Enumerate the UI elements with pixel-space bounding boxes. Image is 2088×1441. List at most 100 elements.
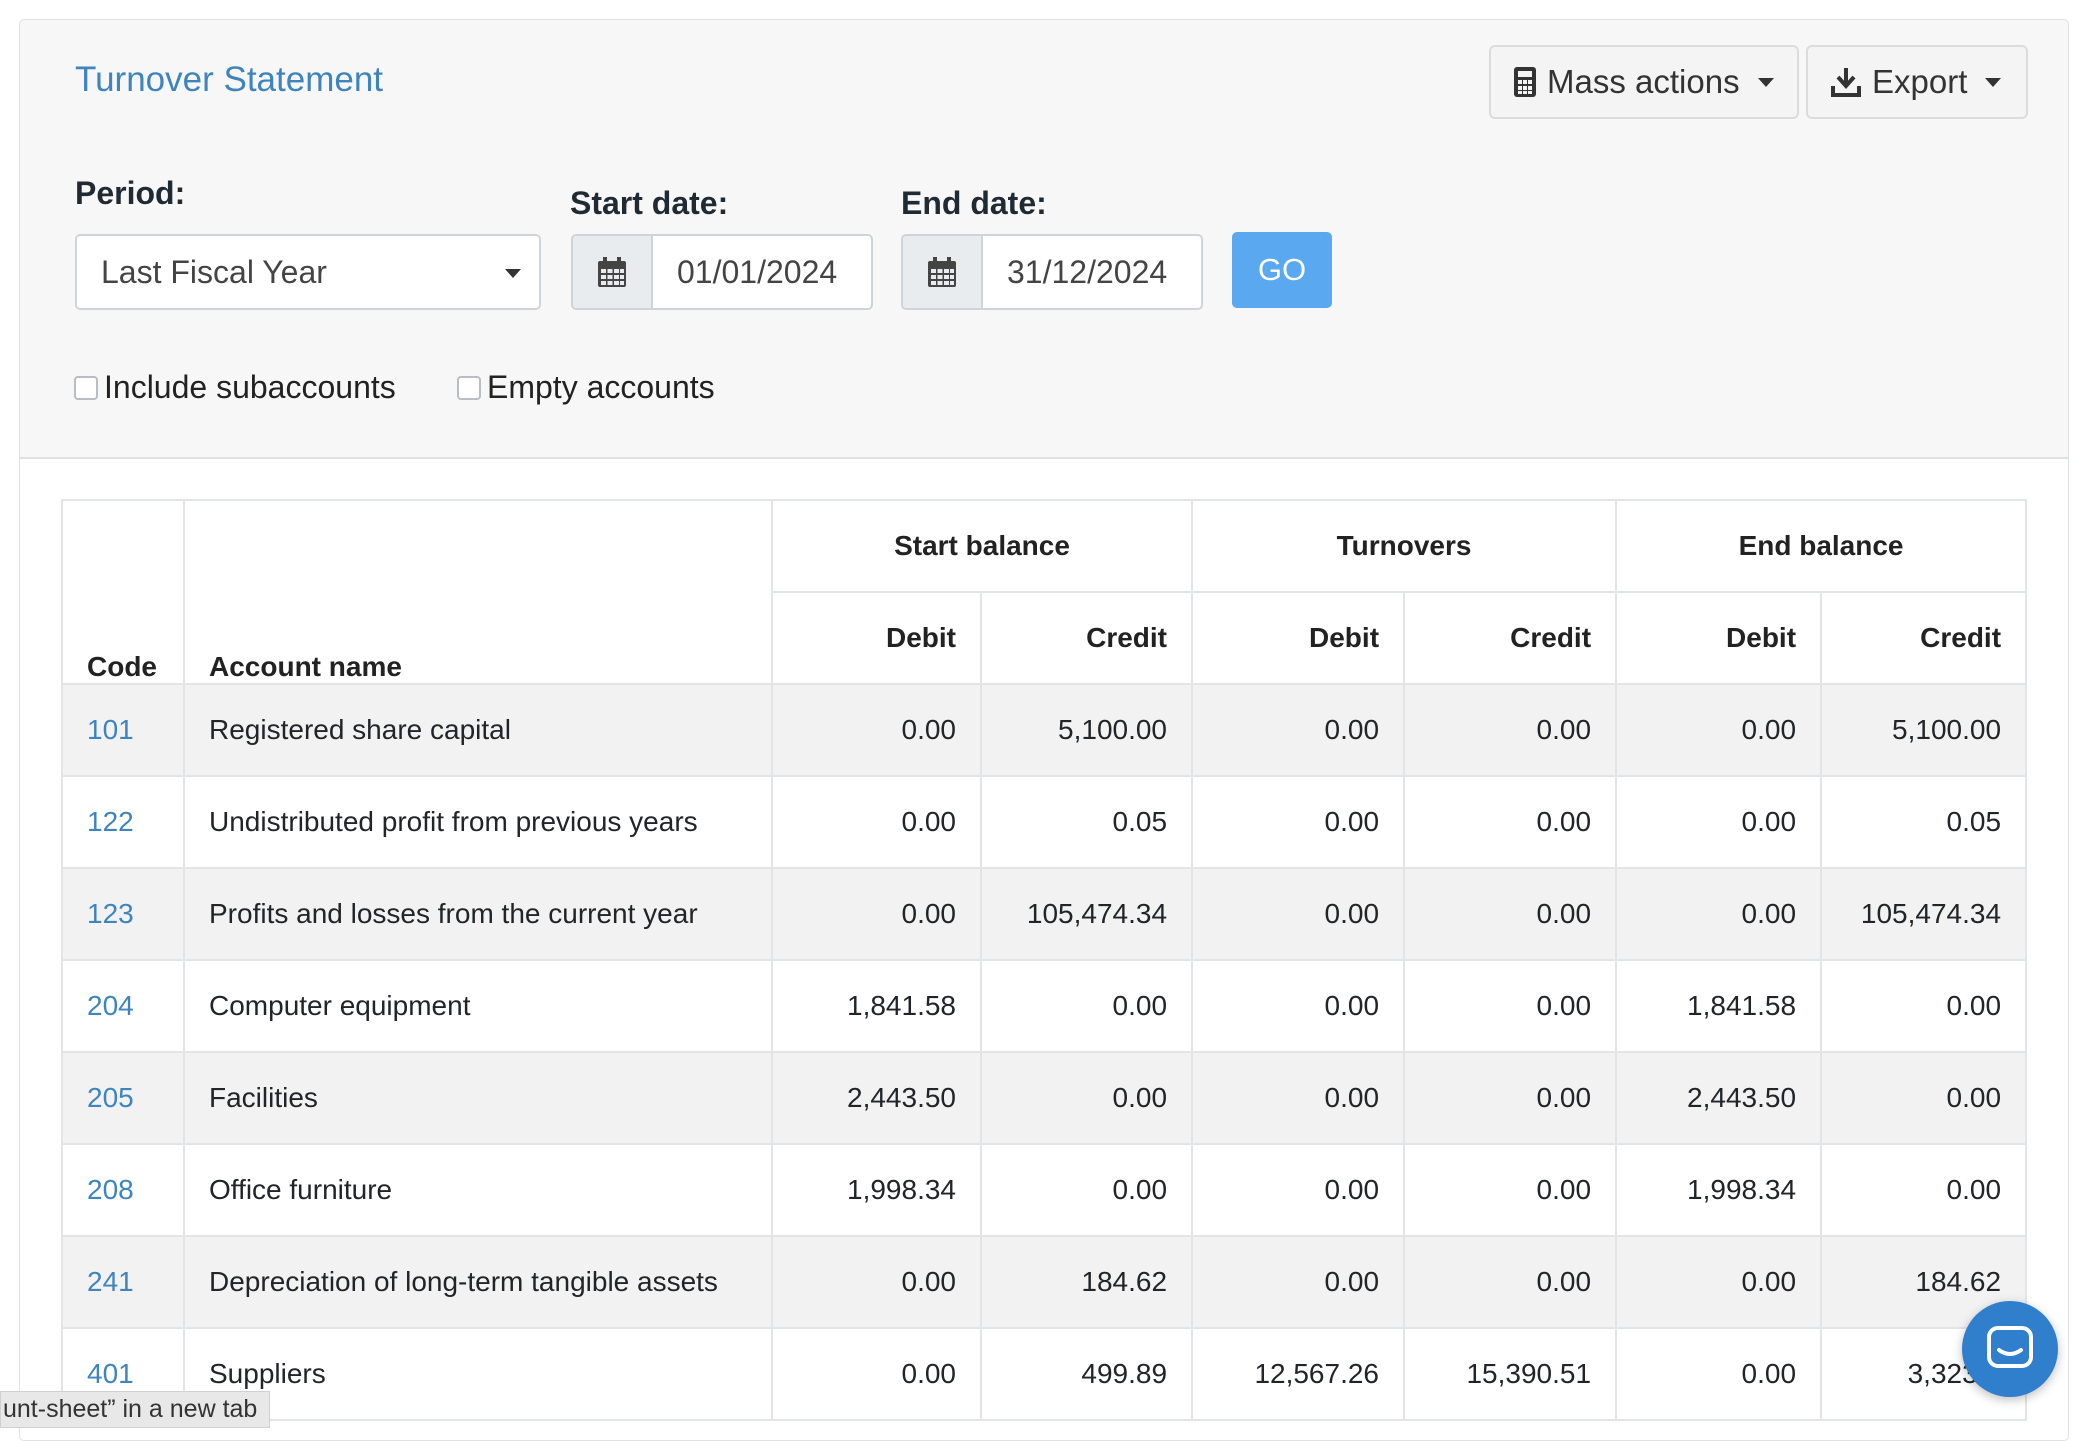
page-title: Turnover Statement: [75, 60, 384, 99]
turnover-credit-header[interactable]: Credit: [1403, 591, 1618, 685]
account-code-link[interactable]: 205: [61, 1051, 185, 1145]
calendar-icon[interactable]: [571, 234, 651, 310]
start-debit-cell: 2,443.50: [771, 1051, 982, 1145]
export-label: Export: [1872, 63, 1968, 100]
download-icon: [1830, 66, 1862, 98]
end-balance-header: End balance: [1615, 499, 2028, 593]
account-name-cell: Profits and losses from the current year: [183, 867, 773, 961]
start-credit-cell: 0.05: [979, 775, 1194, 869]
start-credit-cell: 184.62: [979, 1235, 1194, 1329]
end-credit-cell: 0.05: [1820, 775, 2028, 869]
account-code-link[interactable]: 208: [61, 1143, 185, 1237]
start-credit-cell: 499.89: [979, 1327, 1194, 1421]
end-debit-cell: 2,443.50: [1615, 1051, 1823, 1145]
end-debit-cell: 1,841.58: [1615, 959, 1823, 1053]
table-row: 204 Computer equipment 1,841.58 0.00 0.0…: [61, 959, 2028, 1053]
turnover-credit-cell: 0.00: [1403, 959, 1618, 1053]
turnover-debit-cell: 0.00: [1191, 683, 1406, 777]
turnovers-header: Turnovers: [1191, 499, 1618, 593]
account-code-link[interactable]: 241: [61, 1235, 185, 1329]
turnover-debit-cell: 0.00: [1191, 775, 1406, 869]
turnover-debit-header[interactable]: Debit: [1191, 591, 1406, 685]
start-date-input[interactable]: 01/01/2024: [651, 234, 873, 310]
start-credit-header[interactable]: Credit: [979, 591, 1194, 685]
start-date-label: Start date:: [570, 185, 729, 221]
turnover-credit-cell: 0.00: [1403, 1051, 1618, 1145]
start-debit-cell: 1,998.34: [771, 1143, 982, 1237]
account-name-header[interactable]: Account name: [183, 499, 773, 685]
chat-launcher-button[interactable]: [1962, 1301, 2058, 1397]
account-code-link[interactable]: 101: [61, 683, 185, 777]
end-debit-cell: 0.00: [1615, 683, 1823, 777]
table-row: 401 Suppliers 0.00 499.89 12,567.26 15,3…: [61, 1327, 2028, 1421]
turnover-debit-cell: 12,567.26: [1191, 1327, 1406, 1421]
table-row: 122 Undistributed profit from previous y…: [61, 775, 2028, 869]
start-debit-cell: 0.00: [771, 683, 982, 777]
checkbox-box[interactable]: [74, 375, 98, 400]
end-debit-cell: 0.00: [1615, 1327, 1823, 1421]
turnover-debit-cell: 0.00: [1191, 867, 1406, 961]
account-code-link[interactable]: 204: [61, 959, 185, 1053]
end-debit-cell: 0.00: [1615, 1235, 1823, 1329]
account-name-cell: Computer equipment: [183, 959, 773, 1053]
end-credit-cell: 184.62: [1820, 1235, 2028, 1329]
chevron-down-icon: [1985, 77, 2002, 87]
period-label: Period:: [75, 175, 186, 211]
turnover-credit-cell: 0.00: [1403, 867, 1618, 961]
start-credit-cell: 105,474.34: [979, 867, 1194, 961]
end-credit-cell: 105,474.34: [1820, 867, 2028, 961]
turnover-debit-cell: 0.00: [1191, 1143, 1406, 1237]
empty-accounts-checkbox[interactable]: Empty accounts: [457, 369, 715, 406]
include-subaccounts-label: Include subaccounts: [104, 369, 396, 405]
end-date-group: 31/12/2024: [901, 234, 1203, 310]
end-date-label: End date:: [901, 185, 1047, 221]
end-debit-cell: 0.00: [1615, 867, 1823, 961]
period-select-value: Last Fiscal Year: [101, 253, 327, 290]
start-date-group: 01/01/2024: [571, 234, 873, 310]
end-debit-cell: 0.00: [1615, 775, 1823, 869]
end-date-input[interactable]: 31/12/2024: [981, 234, 1203, 310]
start-credit-cell: 0.00: [979, 1143, 1194, 1237]
code-header[interactable]: Code: [61, 499, 185, 685]
end-debit-header[interactable]: Debit: [1615, 591, 1823, 685]
end-credit-cell: 5,100.00: [1820, 683, 2028, 777]
start-debit-cell: 0.00: [771, 775, 982, 869]
start-credit-cell: 0.00: [979, 959, 1194, 1053]
end-debit-cell: 1,998.34: [1615, 1143, 1823, 1237]
turnover-credit-cell: 15,390.51: [1403, 1327, 1618, 1421]
account-name-cell: Facilities: [183, 1051, 773, 1145]
go-button[interactable]: GO: [1232, 232, 1332, 308]
link-status-bar: unt-sheet” in a new tab: [0, 1391, 271, 1428]
table-row: 205 Facilities 2,443.50 0.00 0.00 0.00 2…: [61, 1051, 2028, 1145]
end-credit-cell: 0.00: [1820, 1143, 2028, 1237]
include-subaccounts-checkbox[interactable]: Include subaccounts: [74, 369, 396, 406]
account-code-link[interactable]: 122: [61, 775, 185, 869]
export-button[interactable]: Export: [1806, 45, 2028, 119]
chat-icon: [1987, 1325, 2033, 1373]
start-credit-cell: 0.00: [979, 1051, 1194, 1145]
turnover-credit-cell: 0.00: [1403, 1235, 1618, 1329]
empty-accounts-label: Empty accounts: [487, 369, 715, 405]
account-name-cell: Suppliers: [183, 1327, 773, 1421]
end-credit-cell: 0.00: [1820, 1051, 2028, 1145]
checkbox-box[interactable]: [457, 375, 481, 400]
account-name-cell: Office furniture: [183, 1143, 773, 1237]
start-balance-header: Start balance: [770, 499, 1194, 593]
start-debit-header[interactable]: Debit: [771, 591, 982, 685]
calculator-icon: [1513, 66, 1537, 98]
turnover-credit-cell: 0.00: [1403, 1143, 1618, 1237]
calendar-icon[interactable]: [901, 234, 981, 310]
table-row: 101 Registered share capital 0.00 5,100.…: [61, 683, 2028, 777]
mass-actions-button[interactable]: Mass actions: [1489, 45, 1799, 119]
turnover-debit-cell: 0.00: [1191, 1051, 1406, 1145]
turnover-credit-cell: 0.00: [1403, 683, 1618, 777]
start-debit-cell: 1,841.58: [771, 959, 982, 1053]
table-row: 208 Office furniture 1,998.34 0.00 0.00 …: [61, 1143, 2028, 1237]
account-code-link[interactable]: 123: [61, 867, 185, 961]
turnover-card: Turnover Statement Mass actions: [19, 19, 2069, 1441]
period-select[interactable]: Last Fiscal Year: [75, 234, 541, 310]
card-header: Turnover Statement Mass actions: [20, 20, 2068, 459]
chevron-down-icon: [505, 269, 521, 278]
table-row: 123 Profits and losses from the current …: [61, 867, 2028, 961]
end-credit-header[interactable]: Credit: [1820, 591, 2028, 685]
